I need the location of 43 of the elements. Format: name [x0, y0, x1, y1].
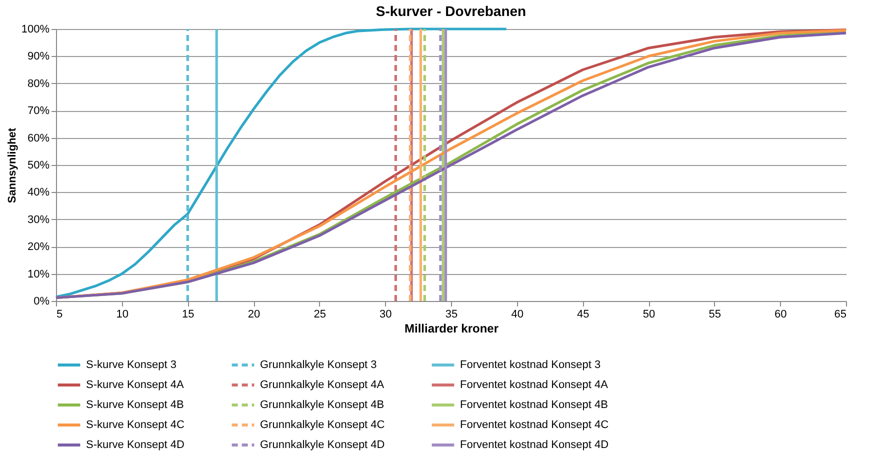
x-tick-label: 55	[708, 308, 721, 320]
legend-label: Grunnkalkyle Konsept 3	[260, 359, 377, 371]
legend-label: Forventet kostnad Konsept 4D	[460, 439, 609, 451]
y-axis-title: Sannsynlighet	[6, 128, 18, 204]
x-tick-label: 30	[380, 308, 392, 320]
x-tick-label: 35	[445, 308, 458, 320]
y-tick-label: 20%	[27, 241, 50, 254]
x-axis-title: Milliarder kroner	[404, 322, 499, 336]
y-tick-label: 60%	[27, 132, 50, 144]
y-tick-label: 0%	[34, 296, 50, 308]
y-tick-label: 70%	[27, 105, 50, 118]
x-tick-label: 10	[116, 308, 128, 320]
x-tick-label: 5	[56, 308, 63, 320]
legend-label: Grunnkalkyle Konsept 4D	[260, 439, 385, 451]
legend-label: Forventet kostnad Konsept 4A	[460, 379, 609, 391]
legend-label: S-kurve Konsept 4C	[86, 419, 184, 431]
y-tick-label: 80%	[27, 78, 50, 90]
legend-label: Forventet kostnad Konsept 4B	[460, 399, 608, 411]
legend-label: S-kurve Konsept 3	[86, 359, 176, 371]
x-tick-label: 65	[834, 308, 846, 320]
legend-label: Grunnkalkyle Konsept 4B	[260, 399, 384, 411]
x-tick-label: 15	[182, 308, 194, 320]
legend-label: S-kurve Konsept 4A	[86, 379, 184, 391]
x-tick-label: 45	[577, 308, 590, 320]
x-tick-label: 25	[314, 308, 326, 320]
x-tick-label: 60	[774, 308, 787, 320]
y-tick-label: 40%	[27, 186, 50, 199]
legend-label: Grunnkalkyle Konsept 4A	[260, 379, 385, 391]
x-tick-label: 40	[511, 308, 524, 320]
legend-label: Forventet kostnad Konsept 4C	[460, 419, 609, 431]
chart-title: S-kurver - Dovrebanen	[376, 3, 526, 19]
y-tick-label: 50%	[27, 160, 50, 172]
y-tick-label: 30%	[27, 214, 50, 226]
line-series	[54, 28, 508, 298]
legend-label: Grunnkalkyle Konsept 4C	[260, 419, 385, 431]
y-tick-label: 100%	[21, 24, 50, 36]
legend-label: S-kurve Konsept 4D	[86, 439, 184, 451]
legend-label: Forventet kostnad Konsept 3	[460, 359, 601, 371]
y-tick-label: 10%	[27, 268, 50, 280]
y-tick-label: 90%	[27, 50, 50, 63]
legend-label: S-kurve Konsept 4B	[86, 399, 184, 411]
x-tick-label: 20	[248, 308, 260, 320]
x-tick-label: 50	[642, 308, 656, 320]
